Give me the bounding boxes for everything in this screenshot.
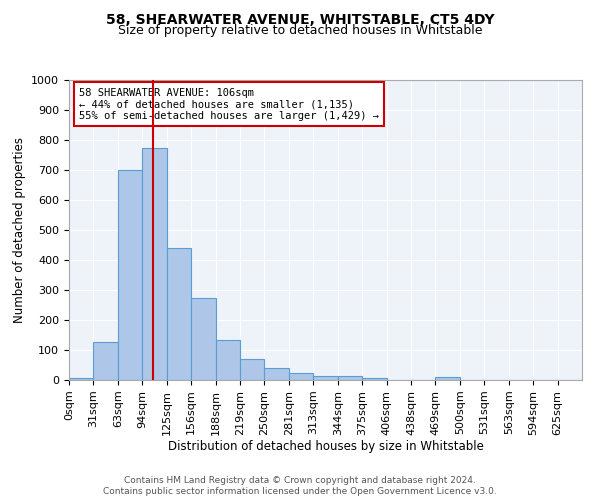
Bar	[69, 378, 94, 380]
Bar	[240, 359, 265, 380]
Bar	[289, 372, 313, 380]
Bar	[265, 368, 289, 380]
Text: 58 SHEARWATER AVENUE: 106sqm
← 44% of detached houses are smaller (1,135)
55% of: 58 SHEARWATER AVENUE: 106sqm ← 44% of de…	[79, 88, 379, 120]
Bar	[167, 248, 191, 380]
Bar	[191, 298, 215, 380]
Bar	[94, 342, 118, 380]
Bar	[215, 340, 240, 380]
Bar	[436, 377, 460, 380]
Y-axis label: Number of detached properties: Number of detached properties	[13, 137, 26, 323]
Bar	[142, 148, 167, 380]
Bar	[362, 378, 386, 380]
Text: Contains HM Land Registry data © Crown copyright and database right 2024.: Contains HM Land Registry data © Crown c…	[124, 476, 476, 485]
Bar	[118, 170, 142, 380]
Text: 58, SHEARWATER AVENUE, WHITSTABLE, CT5 4DY: 58, SHEARWATER AVENUE, WHITSTABLE, CT5 4…	[106, 12, 494, 26]
Bar	[313, 376, 338, 380]
Bar	[338, 376, 362, 380]
Text: Contains public sector information licensed under the Open Government Licence v3: Contains public sector information licen…	[103, 487, 497, 496]
X-axis label: Distribution of detached houses by size in Whitstable: Distribution of detached houses by size …	[167, 440, 484, 454]
Text: Size of property relative to detached houses in Whitstable: Size of property relative to detached ho…	[118, 24, 482, 37]
